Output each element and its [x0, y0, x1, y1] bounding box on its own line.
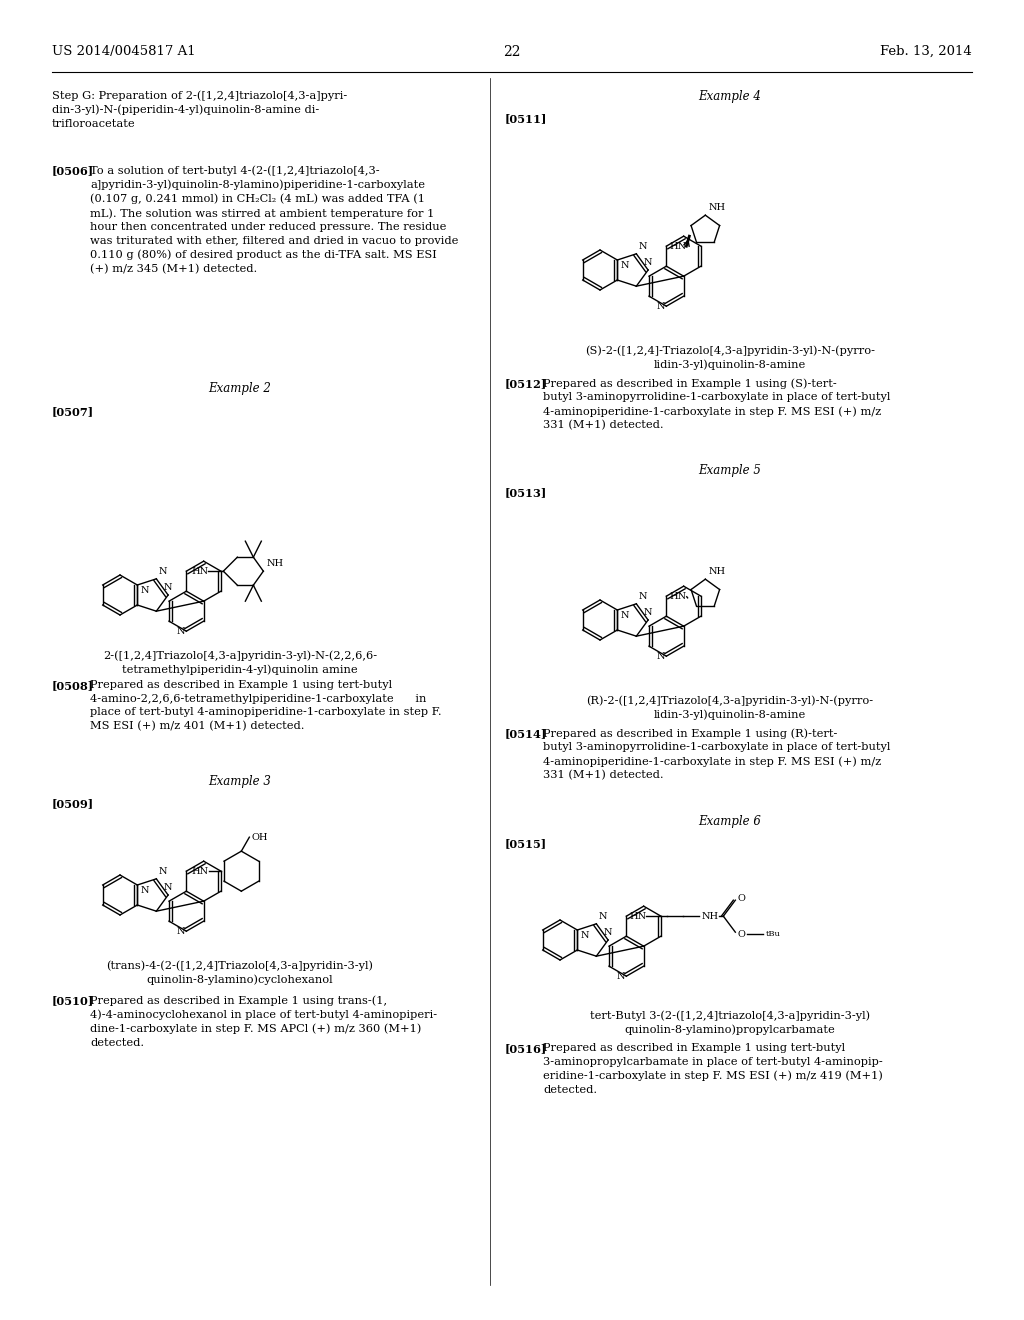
Text: HN: HN — [630, 912, 646, 920]
Text: [0506]: [0506] — [52, 165, 94, 176]
Text: Prepared as described in Example 1 using tert-butyl
3-aminopropylcarbamate in pl: Prepared as described in Example 1 using… — [543, 1043, 883, 1094]
Text: N: N — [140, 586, 148, 595]
Text: Prepared as described in Example 1 using trans-(1,
4)-4-aminocyclohexanol in pla: Prepared as described in Example 1 using… — [90, 995, 437, 1048]
Text: [0508]: [0508] — [52, 680, 94, 690]
Text: [0515]: [0515] — [505, 838, 547, 849]
Text: [0507]: [0507] — [52, 407, 94, 417]
Text: N: N — [656, 302, 666, 310]
Text: (trans)-4-(2-([1,2,4]Triazolo[4,3-a]pyridin-3-yl)
quinolin-8-ylamino)cyclohexano: (trans)-4-(2-([1,2,4]Triazolo[4,3-a]pyri… — [106, 960, 374, 985]
Text: Feb. 13, 2014: Feb. 13, 2014 — [881, 45, 972, 58]
Text: NH: NH — [709, 568, 725, 577]
Text: Prepared as described in Example 1 using tert-butyl
4-amino-2,2,6,6-tetramethylp: Prepared as described in Example 1 using… — [90, 680, 441, 731]
Text: Example 2: Example 2 — [209, 381, 271, 395]
Text: Prepared as described in Example 1 using (S)-tert-
butyl 3-aminopyrrolidine-1-ca: Prepared as described in Example 1 using… — [543, 378, 891, 430]
Text: [0509]: [0509] — [52, 799, 94, 809]
Text: To a solution of tert-butyl 4-(2-([1,2,4]triazolo[4,3-
a]pyridin-3-yl)quinolin-8: To a solution of tert-butyl 4-(2-([1,2,4… — [90, 165, 459, 275]
Text: N: N — [159, 867, 167, 875]
Text: Example 4: Example 4 — [698, 90, 762, 103]
Text: N: N — [616, 972, 626, 981]
Text: OH: OH — [251, 833, 268, 842]
Text: N: N — [621, 611, 629, 620]
Text: [0512]: [0512] — [505, 378, 547, 389]
Text: O: O — [737, 894, 745, 903]
Text: 22: 22 — [503, 45, 521, 59]
Text: HN: HN — [191, 566, 209, 576]
Text: HN: HN — [670, 242, 686, 251]
Text: O: O — [737, 929, 745, 939]
Text: NH: NH — [266, 560, 284, 568]
Text: N: N — [164, 583, 172, 591]
Text: N: N — [177, 627, 185, 636]
Text: N: N — [581, 931, 589, 940]
Text: N: N — [644, 609, 652, 616]
Text: Prepared as described in Example 1 using (R)-tert-
butyl 3-aminopyrrolidine-1-ca: Prepared as described in Example 1 using… — [543, 729, 891, 780]
Text: NH: NH — [709, 203, 725, 213]
Text: NH: NH — [701, 912, 719, 920]
Text: 2-([1,2,4]Triazolo[4,3-a]pyridin-3-yl)-N-(2,2,6,6-
tetramethylpiperidin-4-yl)qui: 2-([1,2,4]Triazolo[4,3-a]pyridin-3-yl)-N… — [103, 649, 377, 675]
Text: N: N — [638, 591, 647, 601]
Text: N: N — [638, 242, 647, 251]
Text: tBu: tBu — [765, 931, 780, 939]
Text: N: N — [140, 886, 148, 895]
Text: N: N — [644, 257, 652, 267]
Text: tert-Butyl 3-(2-([1,2,4]triazolo[4,3-a]pyridin-3-yl)
quinolin-8-ylamino)propylca: tert-Butyl 3-(2-([1,2,4]triazolo[4,3-a]p… — [590, 1010, 870, 1035]
Text: HN: HN — [191, 867, 209, 875]
Text: HN: HN — [670, 591, 686, 601]
Text: N: N — [164, 883, 172, 892]
Text: Step G: Preparation of 2-([1,2,4]triazolo[4,3-a]pyri-
din-3-yl)-N-(piperidin-4-y: Step G: Preparation of 2-([1,2,4]triazol… — [52, 90, 347, 128]
Text: N: N — [159, 566, 167, 576]
Text: [0514]: [0514] — [505, 729, 547, 739]
Text: N: N — [656, 652, 666, 661]
Text: [0511]: [0511] — [505, 114, 548, 124]
Text: N: N — [598, 912, 607, 921]
Text: [0510]: [0510] — [52, 995, 94, 1006]
Text: US 2014/0045817 A1: US 2014/0045817 A1 — [52, 45, 196, 58]
Text: Example 3: Example 3 — [209, 775, 271, 788]
Text: N: N — [604, 928, 612, 937]
Text: N: N — [177, 927, 185, 936]
Text: [0516]: [0516] — [505, 1043, 547, 1053]
Text: Example 6: Example 6 — [698, 814, 762, 828]
Text: Example 5: Example 5 — [698, 465, 762, 477]
Text: (S)-2-([1,2,4]-Triazolo[4,3-a]pyridin-3-yl)-N-(pyrro-
lidin-3-yl)quinolin-8-amin: (S)-2-([1,2,4]-Triazolo[4,3-a]pyridin-3-… — [585, 345, 874, 370]
Text: N: N — [621, 261, 629, 271]
Text: (R)-2-([1,2,4]Triazolo[4,3-a]pyridin-3-yl)-N-(pyrro-
lidin-3-yl)quinolin-8-amine: (R)-2-([1,2,4]Triazolo[4,3-a]pyridin-3-y… — [587, 696, 873, 719]
Text: [0513]: [0513] — [505, 487, 547, 498]
